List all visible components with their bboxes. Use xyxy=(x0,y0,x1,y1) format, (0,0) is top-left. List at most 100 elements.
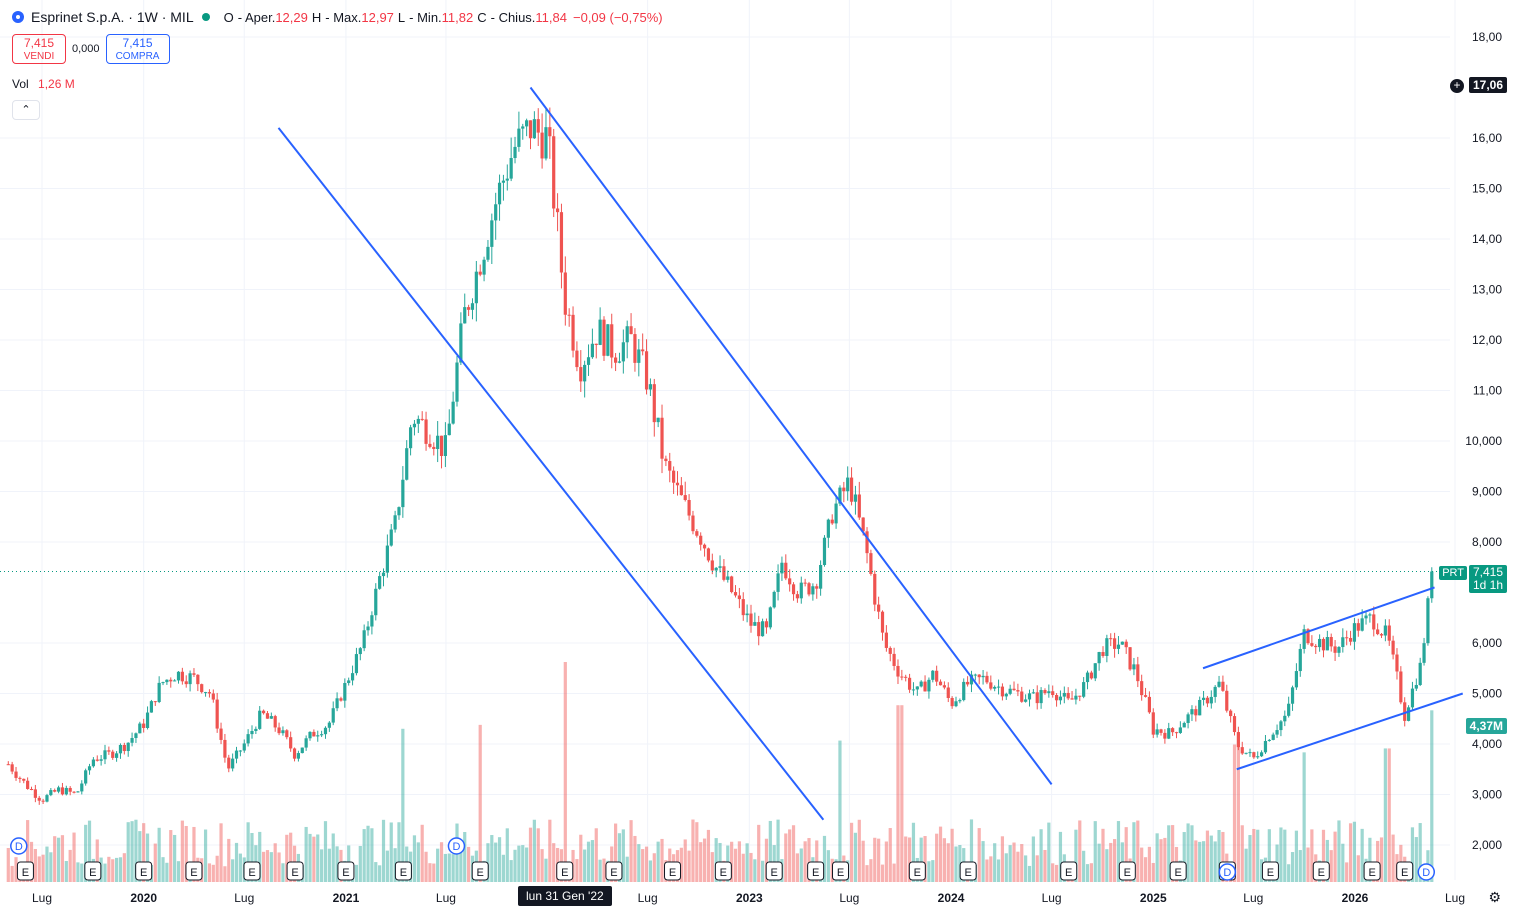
candle-body xyxy=(238,750,242,752)
candle-body xyxy=(1008,688,1012,694)
candle-body xyxy=(1101,652,1105,656)
y-tick-label: 8,000 xyxy=(1472,535,1502,549)
candle-body xyxy=(815,586,819,589)
candle-body xyxy=(1387,625,1391,641)
gear-icon[interactable]: ⚙ xyxy=(1488,889,1501,905)
candle-body xyxy=(1314,645,1318,648)
candle-body xyxy=(1321,638,1326,651)
earnings-marker xyxy=(16,861,34,881)
volume-bar xyxy=(1209,835,1213,882)
candle-body xyxy=(726,576,730,580)
buy-button[interactable]: 7,415 COMPRA xyxy=(105,34,170,64)
volume-bar xyxy=(509,860,513,882)
volume-bar xyxy=(84,824,88,882)
y-tick-label: 5,000 xyxy=(1472,687,1502,701)
volume-bar xyxy=(857,819,861,882)
candle-body xyxy=(764,621,769,628)
volume-bar xyxy=(33,848,37,882)
volume-bar xyxy=(1109,842,1113,882)
candle-body xyxy=(277,727,281,734)
volume-bar xyxy=(304,826,308,882)
x-tick-label: Lug xyxy=(839,891,859,905)
volume-bar xyxy=(938,826,943,882)
candle-body xyxy=(610,324,614,358)
candle-body xyxy=(950,698,954,707)
volume-bar xyxy=(1151,862,1155,882)
candle-body xyxy=(231,758,235,769)
volume-bar xyxy=(1341,843,1345,882)
volume-bar xyxy=(687,850,691,882)
candle-body xyxy=(490,220,494,247)
volume-bar xyxy=(436,848,440,882)
candle-body xyxy=(281,730,285,734)
symbol-title[interactable]: Esprinet S.p.A. · 1W · MIL xyxy=(31,9,194,25)
earnings-marker-label: E xyxy=(837,867,844,879)
candle-body xyxy=(784,562,788,579)
candle-body xyxy=(1124,641,1128,648)
candle-body xyxy=(29,788,34,790)
candle-body xyxy=(130,738,134,743)
candle-body xyxy=(834,503,838,524)
candle-body xyxy=(1012,688,1016,691)
candle-body xyxy=(1136,664,1140,682)
candle-body xyxy=(1066,692,1070,699)
candle-body xyxy=(884,632,888,648)
volume-bar xyxy=(760,860,765,882)
candle-body xyxy=(126,742,130,752)
earnings-marker xyxy=(556,861,574,881)
candle-body xyxy=(942,685,946,688)
candle-body xyxy=(915,686,919,690)
candle-body xyxy=(660,417,664,459)
volume-bar xyxy=(1244,848,1248,882)
earnings-marker xyxy=(714,861,732,881)
candle-body xyxy=(1271,734,1275,740)
add-alert-icon[interactable]: + xyxy=(1449,78,1465,94)
candle-body xyxy=(261,710,266,714)
candle-body xyxy=(826,519,830,538)
candle-body xyxy=(927,679,931,692)
candle-body xyxy=(776,573,780,592)
candle-body xyxy=(1248,752,1252,754)
volume-bar xyxy=(467,846,471,882)
volume-bar xyxy=(211,864,215,882)
earnings-marker-label: E xyxy=(1401,867,1408,879)
candle-body xyxy=(617,361,622,363)
chevron-up-icon[interactable]: ⌃ xyxy=(12,100,40,120)
candle-body xyxy=(111,751,115,758)
candle-body xyxy=(880,611,885,633)
earnings-marker xyxy=(337,861,355,881)
volume-bar xyxy=(1140,847,1144,882)
candle-body xyxy=(285,730,289,738)
dividend-marker xyxy=(1218,863,1237,881)
candle-body xyxy=(919,681,923,687)
earnings-marker-label: E xyxy=(720,867,727,879)
candle-body xyxy=(41,800,45,802)
candle-body xyxy=(1426,598,1430,644)
volume-bar xyxy=(873,837,877,882)
candle-body xyxy=(1178,727,1182,733)
earnings-marker xyxy=(84,861,102,881)
candle-body xyxy=(1399,671,1403,703)
candle-body xyxy=(308,731,312,739)
volume-bar xyxy=(95,839,99,882)
dividend-marker-label: D xyxy=(452,841,460,853)
candle-body xyxy=(993,686,997,689)
candle-body xyxy=(26,780,30,789)
candle-body xyxy=(1105,638,1109,656)
volume-bar xyxy=(544,858,548,882)
candle-body xyxy=(606,324,610,356)
candle-body xyxy=(153,701,157,703)
volume-bar xyxy=(1302,752,1306,882)
candle-body xyxy=(772,591,776,608)
candle-body xyxy=(173,680,177,682)
volume-bar xyxy=(285,834,289,882)
candle-body xyxy=(548,127,552,137)
candle-body xyxy=(91,759,95,767)
candle-body xyxy=(563,272,567,315)
sell-button[interactable]: 7,415 VENDI xyxy=(12,34,66,64)
volume-bar xyxy=(795,853,800,882)
volume-bar xyxy=(354,864,359,882)
candle-body xyxy=(1035,692,1039,704)
candle-body xyxy=(1418,662,1422,685)
